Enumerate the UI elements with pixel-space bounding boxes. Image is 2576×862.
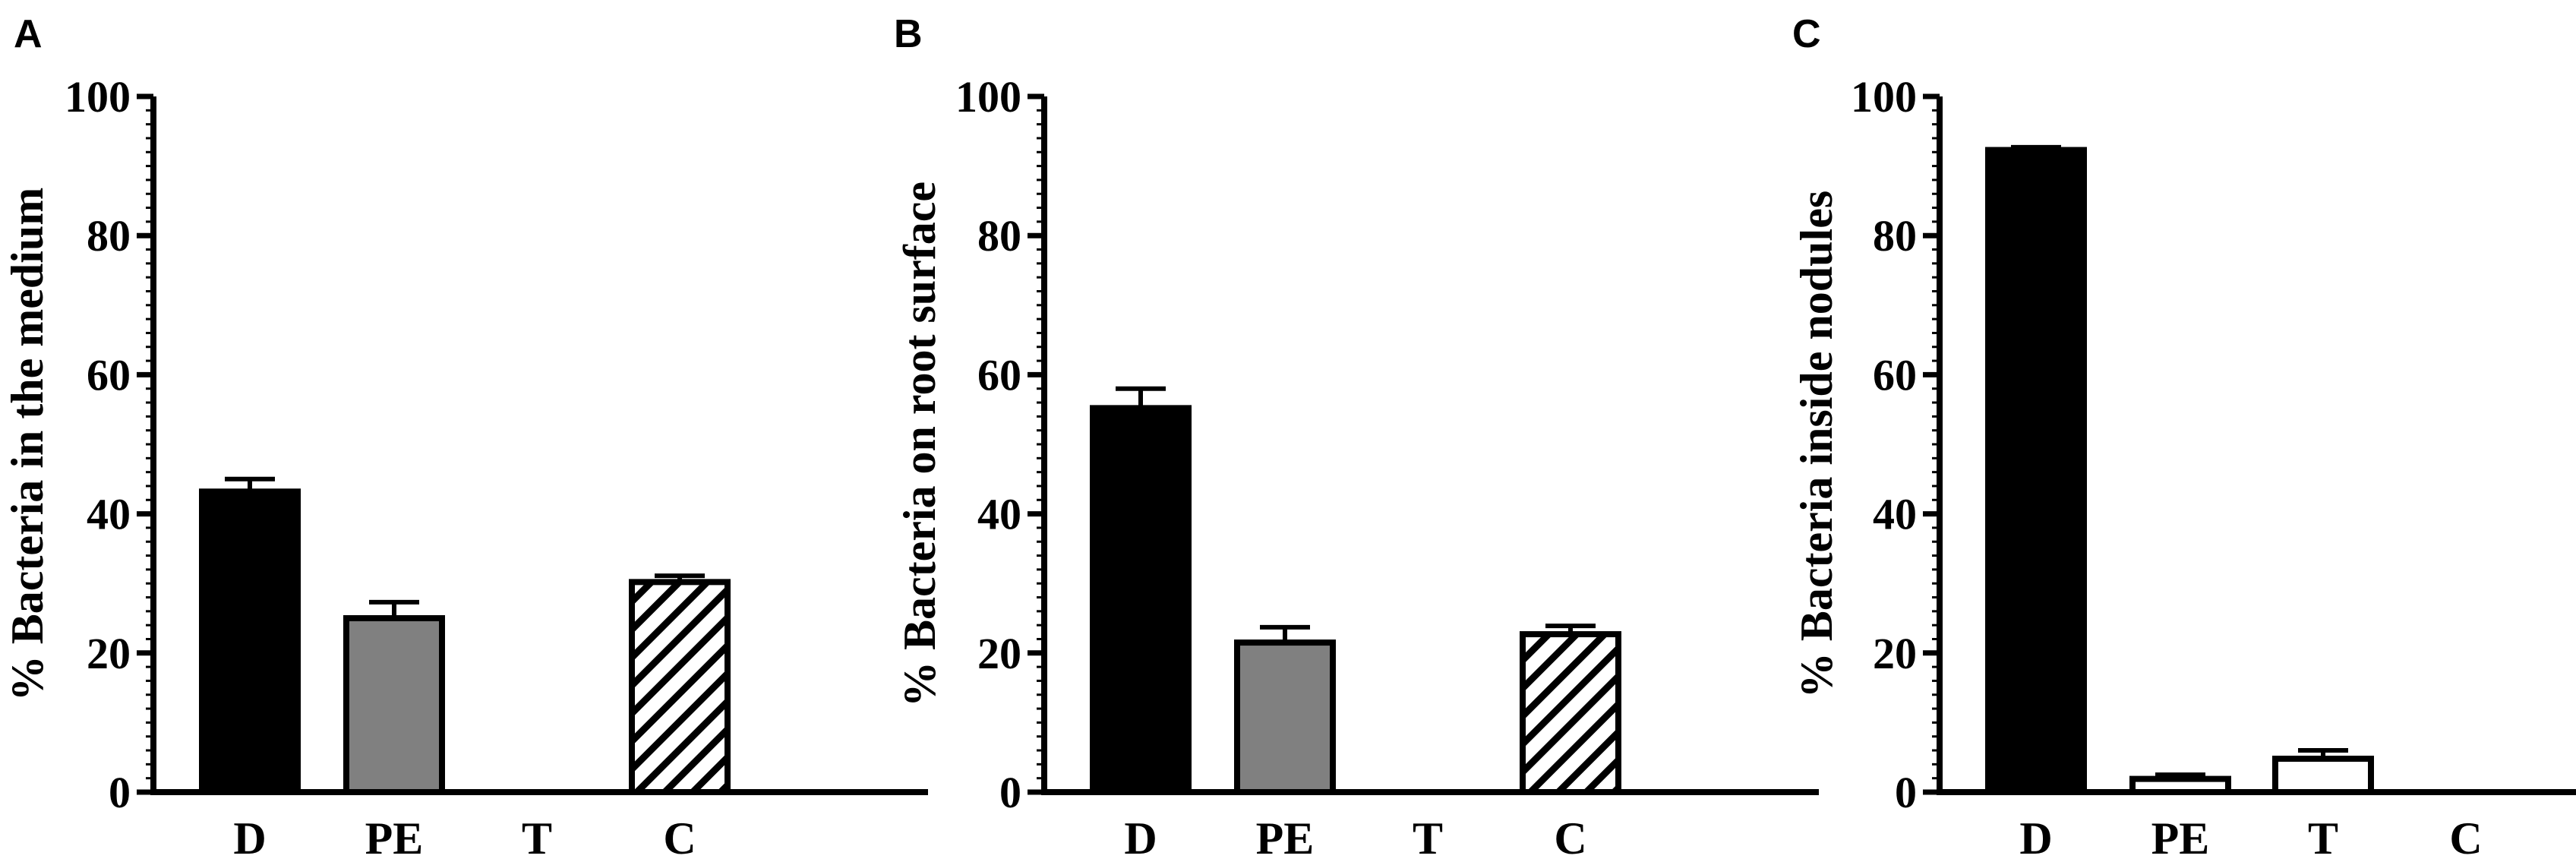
y-axis-label: % Bacteria on root surface xyxy=(895,182,945,707)
x-category-label-t: T xyxy=(522,813,552,862)
y-tick-label: 20 xyxy=(977,629,1021,678)
y-tick-label: 80 xyxy=(87,211,131,260)
x-category-label-t: T xyxy=(1413,813,1443,862)
y-tick-label: 60 xyxy=(1873,350,1917,399)
panel-letter: B xyxy=(894,12,923,56)
x-category-label-d: D xyxy=(2019,813,2052,862)
y-tick-label: 20 xyxy=(87,629,131,678)
y-axis-label: % Bacteria in the medium xyxy=(2,188,52,702)
x-category-label-c: C xyxy=(663,813,696,862)
y-tick-label: 100 xyxy=(1851,72,1917,122)
x-category-label-c: C xyxy=(2449,813,2482,862)
y-tick-label: 0 xyxy=(1895,768,1917,817)
y-tick-label: 20 xyxy=(1873,629,1917,678)
y-tick-label: 60 xyxy=(87,350,131,399)
y-tick-label: 100 xyxy=(955,72,1021,122)
bar-d xyxy=(1090,405,1192,795)
y-tick-label: 60 xyxy=(977,350,1021,399)
x-category-label-c: C xyxy=(1554,813,1586,862)
x-category-label-t: T xyxy=(2308,813,2338,862)
chart-panel-a: A % Bacteria in the medium 0 20 40 60 80 100 D PE… xyxy=(2,12,928,862)
x-category-label-d: D xyxy=(1124,813,1157,862)
y-tick-label: 0 xyxy=(109,768,131,817)
y-axis-label: % Bacteria inside nodules xyxy=(1792,191,1842,698)
y-tick-label: 40 xyxy=(1873,490,1917,539)
y-tick-label: 100 xyxy=(65,72,131,122)
chart-panel-c: C % Bacteria inside nodules 0 20 40 60 80 100 D P… xyxy=(1792,12,2576,862)
bar-t xyxy=(2272,756,2374,795)
x-category-label-pe: PE xyxy=(1256,813,1315,862)
bar-c xyxy=(1520,631,1621,795)
chart-panel-b: B % Bacteria on root surface 0 20 40 60 80 100 D… xyxy=(894,12,1819,862)
bar-d xyxy=(199,488,301,796)
y-tick-label: 80 xyxy=(1873,211,1917,260)
y-tick-label: 80 xyxy=(977,211,1021,260)
x-category-label-pe: PE xyxy=(365,813,424,862)
bar-pe xyxy=(1234,639,1336,795)
y-tick-label: 40 xyxy=(977,490,1021,539)
x-category-label-pe: PE xyxy=(2151,813,2210,862)
y-tick-label: 40 xyxy=(87,490,131,539)
bar-pe xyxy=(343,615,445,795)
panel-letter: C xyxy=(1792,12,1821,56)
bar-c xyxy=(629,579,731,795)
x-category-label-d: D xyxy=(233,813,266,862)
panel-letter: A xyxy=(14,12,43,56)
y-tick-label: 0 xyxy=(999,768,1021,817)
bar-d xyxy=(1985,147,2087,796)
